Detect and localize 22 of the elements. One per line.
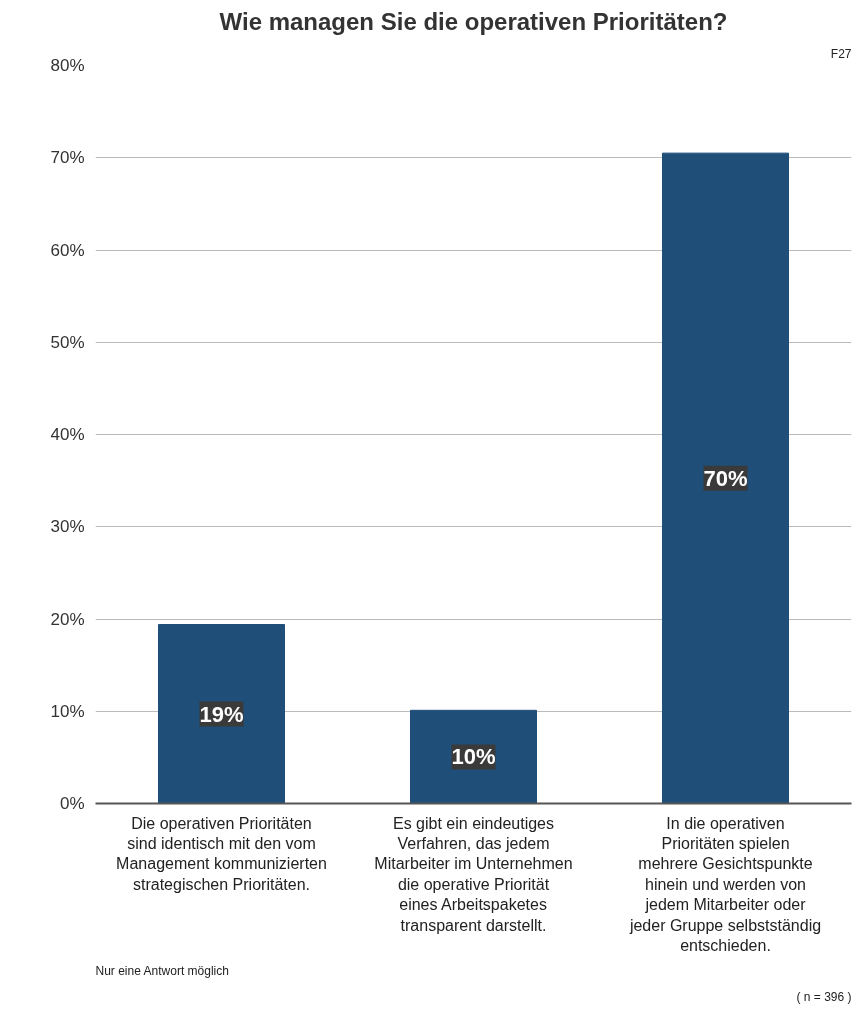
y-tick-label: 40% [50,425,85,444]
data-label: 10% [451,744,496,770]
x-tick-label: In die operativen Prioritäten spielen mehrere Gesichtspunkte hinein und werden von jedem Mitarbeiter oder jeder Gruppe selbstständig entschieden. [628,814,822,954]
x-tick-label: Die operativen Prioritäten sind identisch mit den vom Management kommunizierten strategischen Prioritäten. [116,814,327,893]
bar [662,152,789,804]
y-tick-label: 50% [50,332,85,352]
text: Nur eine Antwort möglich [95,963,229,978]
y-tick-label: 10% [50,701,85,721]
y-tick-label: 80% [50,56,85,75]
y-tick-label: 70% [50,148,85,168]
data-label: 19% [199,701,244,727]
y-tick-label: 20% [50,609,85,629]
bar [410,709,537,804]
text: F27 [830,46,852,61]
bar [158,624,285,804]
x-tick-label: Es gibt ein eindeutiges Verfahren, das jedem Mitarbeiter im Unternehmen die operative Priorität eines Arbeitspaketes transparent darstellt. [374,814,573,934]
y-tick-label: 30% [50,517,85,537]
text: ( n = 396 ) [796,989,852,1004]
y-tick-label: 60% [50,240,85,260]
chart-title: Wie managen Sie die operativen Prioritäten? [219,7,728,35]
data-label: 70% [703,465,748,491]
y-tick-label: 0% [59,794,85,813]
